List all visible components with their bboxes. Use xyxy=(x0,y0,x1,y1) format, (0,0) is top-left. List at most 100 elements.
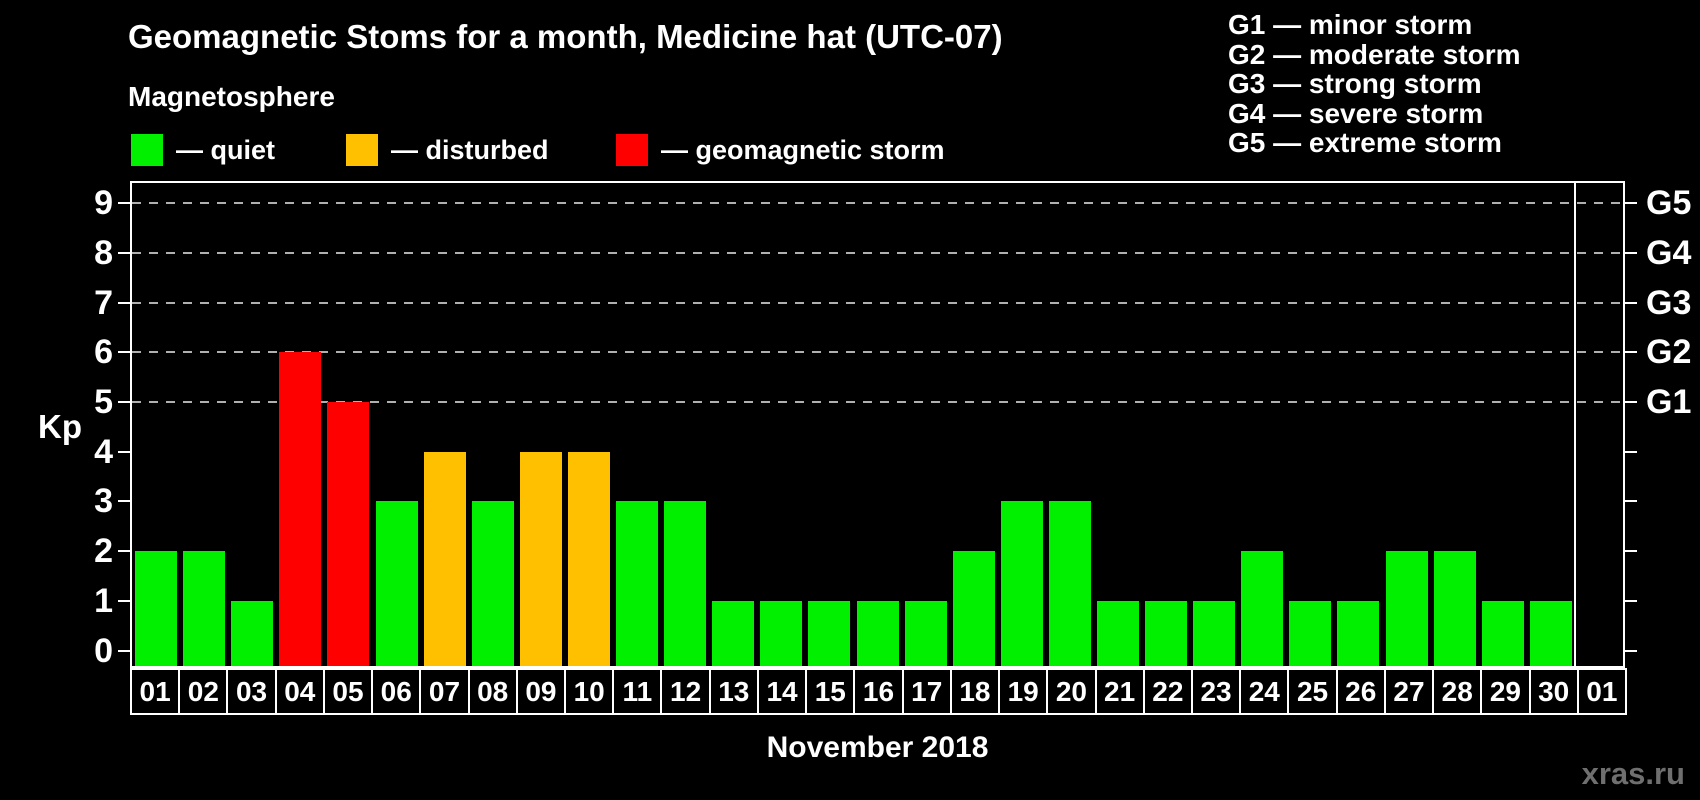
g-scale-legend: G1 — minor storm G2 — moderate storm G3 — … xyxy=(1228,10,1521,158)
left-tick-kp8 xyxy=(118,251,130,254)
quiet-swatch xyxy=(131,134,163,166)
quiet-label: — quiet xyxy=(176,135,275,165)
g-scale-label-G1: G1 xyxy=(1646,383,1692,421)
kp-bar-day-03 xyxy=(231,600,274,666)
gridline-kp7 xyxy=(132,301,1623,304)
kp-bar-day-25 xyxy=(1289,600,1332,666)
kp-bar-day-27 xyxy=(1385,551,1428,666)
day-label-05: 05 xyxy=(322,668,374,715)
kp-bar-day-23 xyxy=(1193,600,1236,666)
g-scale-line-3: G3 — strong storm xyxy=(1228,68,1482,100)
kp-bar-day-26 xyxy=(1337,600,1380,666)
right-tick-kp5 xyxy=(1625,401,1637,403)
day-label-06: 06 xyxy=(371,668,422,715)
magnetosphere-label: Magnetosphere xyxy=(128,81,335,112)
left-tick-kp9 xyxy=(118,202,130,205)
kp-tick-label-7: 7 xyxy=(94,283,113,322)
day-label-20: 20 xyxy=(1046,668,1097,715)
kp-tick-label-4: 4 xyxy=(94,432,113,471)
day-label-28: 28 xyxy=(1432,668,1483,715)
left-tick-kp3 xyxy=(118,500,130,503)
day-label-11: 11 xyxy=(612,668,663,715)
kp-bar-day-10 xyxy=(567,451,610,666)
left-tick-kp1 xyxy=(118,599,130,602)
right-tick-kp6 xyxy=(1625,351,1637,354)
kp-axis-label: Kp xyxy=(38,408,82,445)
kp-bar-day-04 xyxy=(279,352,322,666)
day-label-25: 25 xyxy=(1287,668,1338,715)
g-scale-line-1: G1 — minor storm xyxy=(1228,9,1473,40)
kp-bar-day-08 xyxy=(471,501,514,666)
right-tick-kp7 xyxy=(1625,301,1637,304)
day-label-18: 18 xyxy=(949,668,1001,715)
kp-tick-label-1: 1 xyxy=(94,581,113,620)
kp-tick-label-0: 0 xyxy=(94,631,113,670)
kp-bar-day-01 xyxy=(135,551,178,666)
month-label: November 2018 xyxy=(766,731,989,764)
kp-bar-day-19 xyxy=(1000,501,1043,666)
kp-bar-day-13 xyxy=(712,600,755,666)
storm-label: — geomagnetic storm xyxy=(661,135,945,165)
disturbed-swatch xyxy=(346,134,378,166)
storm-swatch xyxy=(616,134,648,166)
kp-bar-day-14 xyxy=(760,600,803,666)
left-tick-kp7 xyxy=(118,301,130,304)
day-label-23: 23 xyxy=(1190,668,1242,715)
day-label-08: 08 xyxy=(467,668,518,715)
left-tick-kp5 xyxy=(118,401,130,403)
gridline-kp8 xyxy=(132,251,1623,254)
kp-tick-label-5: 5 xyxy=(94,383,113,421)
right-tick-kp1 xyxy=(1625,599,1637,602)
kp-bar-day-21 xyxy=(1096,600,1139,666)
kp-bar-day-30 xyxy=(1529,600,1572,666)
day-label-16: 16 xyxy=(853,668,904,715)
day-label-21: 21 xyxy=(1094,668,1145,715)
kp-tick-label-8: 8 xyxy=(94,233,113,272)
right-tick-kp9 xyxy=(1625,202,1637,205)
day-label-next-01: 01 xyxy=(1576,668,1627,715)
kp-bar-day-24 xyxy=(1241,551,1284,666)
kp-bar-day-09 xyxy=(519,451,562,666)
gridline-kp9 xyxy=(132,202,1623,205)
day-label-12: 12 xyxy=(660,668,711,715)
watermark: xras.ru xyxy=(1581,756,1685,791)
day-label-24: 24 xyxy=(1239,668,1290,715)
kp-bar-day-16 xyxy=(856,600,899,666)
left-tick-kp2 xyxy=(118,550,130,553)
kp-bar-day-15 xyxy=(808,600,851,666)
plot-area xyxy=(130,181,1625,668)
g-scale-line-5: G5 — extreme storm xyxy=(1228,127,1502,159)
left-tick-kp4 xyxy=(118,450,130,453)
day-label-02: 02 xyxy=(178,668,229,715)
g-scale-label-G5: G5 xyxy=(1646,184,1692,223)
kp-bar-day-28 xyxy=(1433,551,1476,666)
day-label-15: 15 xyxy=(805,668,856,715)
gridline-kp6 xyxy=(132,351,1623,354)
gridline-kp5 xyxy=(132,401,1623,403)
g-scale-line-2: G2 — moderate storm xyxy=(1228,38,1521,70)
right-tick-kp3 xyxy=(1625,500,1637,503)
kp-bar-day-06 xyxy=(375,501,418,666)
kp-bar-day-22 xyxy=(1145,600,1188,666)
g-scale-label-G4: G4 xyxy=(1646,233,1692,272)
right-tick-kp0 xyxy=(1625,649,1637,652)
day-label-04: 04 xyxy=(274,668,325,715)
kp-bar-day-20 xyxy=(1048,501,1091,666)
left-tick-kp6 xyxy=(118,351,130,354)
kp-bar-day-29 xyxy=(1481,600,1524,666)
day-label-22: 22 xyxy=(1142,668,1193,715)
day-label-30: 30 xyxy=(1528,668,1579,715)
day-label-17: 17 xyxy=(901,668,952,715)
kp-tick-label-3: 3 xyxy=(94,482,113,521)
kp-bar-day-02 xyxy=(183,551,226,666)
kp-tick-label-6: 6 xyxy=(94,333,113,372)
left-tick-kp0 xyxy=(118,649,130,652)
day-label-09: 09 xyxy=(515,668,567,715)
day-label-07: 07 xyxy=(419,668,470,715)
day-label-10: 10 xyxy=(564,668,615,715)
day-label-26: 26 xyxy=(1335,668,1386,715)
day-label-29: 29 xyxy=(1480,668,1531,715)
kp-bar-day-18 xyxy=(952,551,995,666)
day-label-27: 27 xyxy=(1383,668,1435,715)
